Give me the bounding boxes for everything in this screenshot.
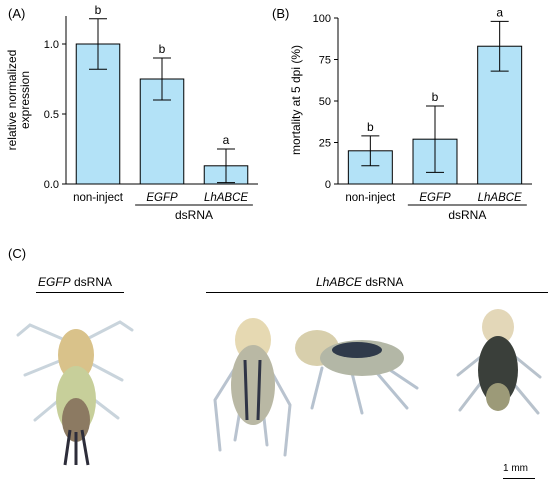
egfp-photo-label: EGFP dsRNA — [38, 275, 113, 289]
panel-b-letter: (B) — [272, 6, 290, 21]
egfp-insect-photo — [16, 320, 134, 466]
y-axis-label-line-1: relative normalized — [5, 50, 19, 151]
y-axis-label-text: mortality at 5 dpi (%) — [289, 45, 303, 155]
significance-letter: b — [367, 120, 374, 134]
significance-letter: b — [432, 90, 439, 104]
chart-a: 0.0 0.5 1.0 b non-inject b EGFP a LhABCE dsRNA rel… — [5, 3, 258, 222]
y-tick-label: 50 — [319, 96, 331, 108]
scale-bar-label: 1 mm — [503, 463, 528, 474]
y-tick-label: 0.5 — [44, 109, 59, 121]
panel-a-letter: (A) — [8, 6, 26, 21]
y-tick-label: 100 — [313, 13, 331, 25]
scale-bar — [503, 478, 535, 479]
x-tick-label: LhABCE — [478, 192, 522, 204]
x-axis-label: dsRNA — [175, 208, 213, 222]
y-tick-label: 0.0 — [44, 179, 59, 191]
y-tick-label: 0 — [325, 179, 331, 191]
x-tick-label: non-inject — [73, 192, 124, 204]
lhabce-insect-photo-3 — [456, 309, 542, 415]
panel-c-letter: (C) — [8, 246, 27, 261]
y-axis-label: mortality at 5 dpi (%) — [289, 45, 303, 155]
y-tick-label: 1.0 — [44, 39, 59, 51]
x-tick-label: non-inject — [345, 192, 396, 204]
lhabce-label-underline — [206, 292, 548, 293]
x-tick-label: EGFP — [146, 192, 178, 204]
significance-letter: b — [95, 3, 102, 17]
y-tick-label: 75 — [319, 55, 331, 67]
lhabce-insect-photo-2 — [295, 330, 419, 415]
x-axis-label: dsRNA — [448, 208, 486, 222]
significance-letter: a — [223, 133, 230, 147]
y-axis-label: relative normalized expression — [5, 50, 32, 151]
chart-b: 0 25 50 75 100 b non-inject b EGFP a LhABCE dsRNA mo… — [289, 5, 532, 222]
significance-letter: b — [159, 42, 166, 56]
lhabce-insect-photo-1 — [213, 318, 292, 457]
significance-letter: a — [496, 5, 503, 19]
x-tick-label: LhABCE — [204, 192, 248, 204]
y-axis-label-line-2: expression — [18, 71, 32, 129]
lhabce-photo-label: LhABCE dsRNA — [316, 275, 404, 289]
x-tick-label: EGFP — [419, 192, 451, 204]
egfp-label-underline — [36, 292, 124, 293]
y-tick-label: 25 — [319, 138, 331, 150]
